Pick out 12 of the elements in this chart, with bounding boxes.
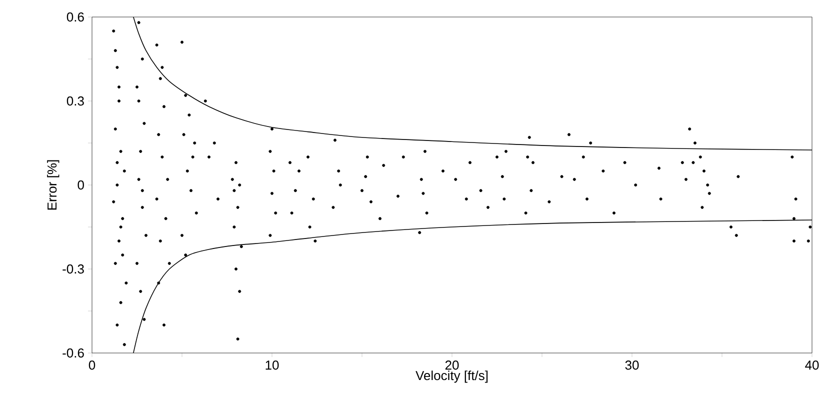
y-tick-label: 0.6 (66, 12, 84, 22)
x-tick-label: 0 (88, 360, 96, 370)
x-tick-label: 20 (445, 360, 459, 370)
x-tick-label: 10 (266, 360, 279, 370)
y-axis-title: Error [%] (47, 160, 60, 210)
y-tick-label: -0.6 (62, 348, 84, 358)
y-tick-label: -0.3 (62, 264, 84, 274)
x-axis-title: Velocity [ft/s] (416, 370, 488, 383)
y-tick-label: 0 (78, 180, 84, 190)
x-tick-label: 40 (805, 360, 819, 370)
y-tick-label: 0.3 (66, 96, 84, 106)
x-tick-label: 30 (625, 360, 639, 370)
